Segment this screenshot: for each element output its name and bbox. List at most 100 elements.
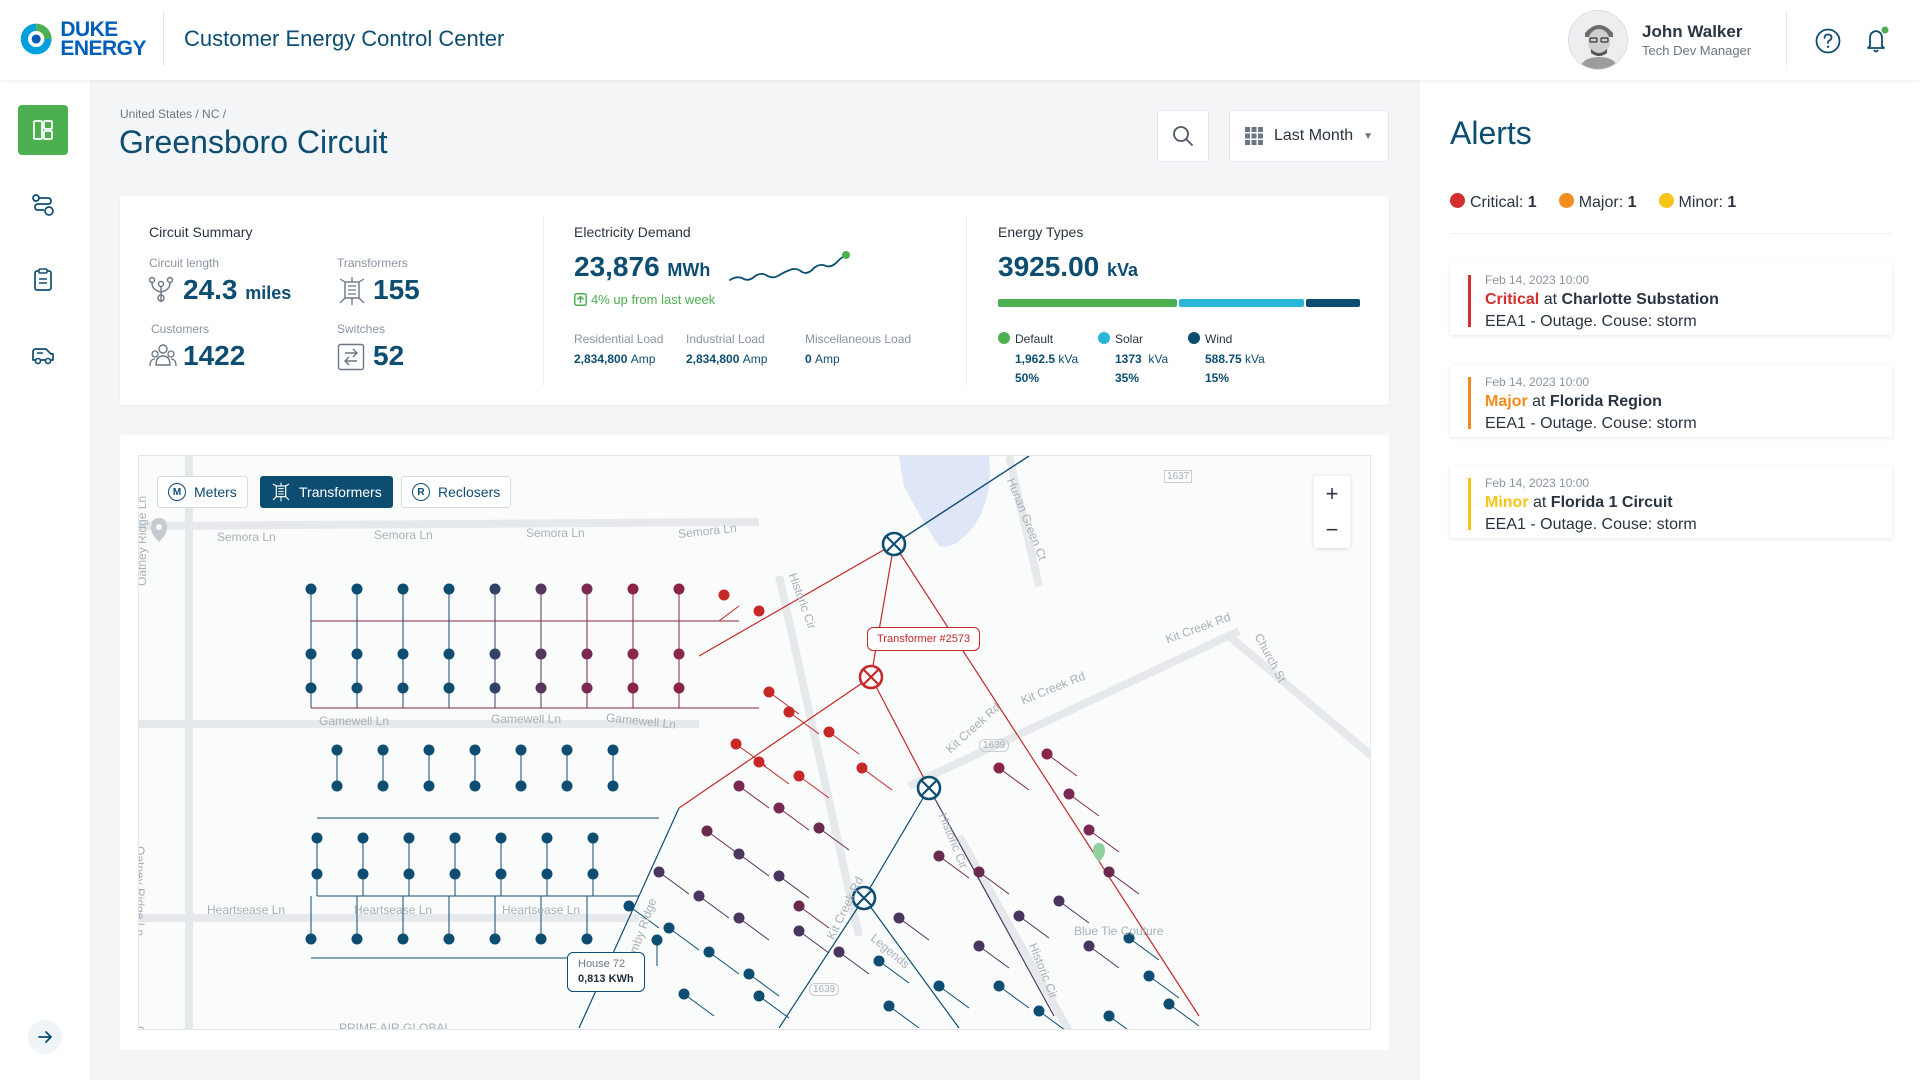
residential-load-label: Residential Load [574,332,664,346]
filter-reclosers-button[interactable]: R Reclosers [401,476,512,508]
transformers-label: Transformers [337,256,408,270]
street-label: Semora Ln [526,526,585,540]
meter-node [357,868,369,880]
meter-node [305,933,317,945]
customers-icon [149,344,177,367]
circuit-map[interactable]: Semora Ln Semora Ln Semora Ln Semora Ln … [138,455,1371,1030]
map-basemap [139,456,1370,1029]
meter-badge-icon: M [168,483,186,501]
meter-node [587,832,599,844]
duke-energy-logo[interactable]: DUKE ENERGY [18,16,146,62]
meter-node [813,822,825,834]
meter-node [793,900,805,912]
header-divider [1786,12,1787,66]
search-button[interactable] [1157,110,1209,162]
meter-node [489,682,501,694]
major-count[interactable]: Major: 1 [1558,193,1637,212]
alert-counts: Critical: 1 Major: 1 Minor: 1 [1450,193,1736,212]
energy-total-value: 3925.00 kVa [998,251,1139,282]
meter-node [623,900,635,912]
street-label: Oatney Ridge Ln [138,846,147,937]
transformer-callout[interactable]: Transformer #2573 [867,627,981,651]
meter-node [733,912,745,924]
alert-heading: Critical at Charlotte Substation [1485,291,1719,308]
customers-value: 1422 [183,340,246,371]
filter-transformers-button[interactable]: Transformers [260,476,393,508]
transformers-value: 155 [373,274,420,305]
energy-mix-bar [998,299,1360,307]
filter-label: Transformers [299,484,382,500]
meter-node [377,780,389,792]
avatar[interactable] [1568,10,1628,70]
meter-node [535,583,547,595]
circuit-summary-title: Circuit Summary [149,224,253,240]
route-marker: 1639 [979,739,1010,752]
meter-node [753,605,765,617]
meter-node [1041,748,1053,760]
summary-card: Circuit Summary Circuit length 24.3 mile… [120,196,1389,405]
meter-node [856,762,868,774]
alert-card-minor[interactable]: Feb 14, 2023 10:00 Minor at Florida 1 Ci… [1450,466,1892,538]
dashboard-icon [33,120,53,140]
meter-node [587,868,599,880]
energy-type-solar: Solar [1098,332,1143,346]
energy-solar-pct: 35% [1115,371,1140,385]
recloser-icon [916,775,942,801]
meter-node [397,583,409,595]
alert-time: Feb 14, 2023 10:00 [1485,476,1590,490]
nav-dashboard[interactable] [18,105,68,155]
alert-description: EEA1 - Outage. Couse: storm [1485,313,1697,330]
period-dropdown[interactable]: Last Month ▼ [1229,110,1389,162]
meter-node [793,925,805,937]
switches-label: Switches [337,322,386,336]
meter-node [357,832,369,844]
industrial-load-label: Industrial Load [686,332,765,346]
switch-icon [337,343,365,371]
meter-node [653,866,665,878]
filter-meters-button[interactable]: M Meters [157,476,248,508]
street-label: Semora Ln [374,528,433,542]
zoom-in-button[interactable]: + [1325,481,1339,506]
critical-count[interactable]: Critical: 1 [1450,193,1537,212]
energy-default-pct: 50% [1015,371,1040,385]
nav-routes[interactable] [18,180,68,230]
alert-card-critical[interactable]: Feb 14, 2023 10:00 Critical at Charlotte… [1450,263,1892,335]
alert-heading: Major at Florida Region [1485,393,1662,410]
help-icon[interactable] [1815,28,1841,54]
meter-node [535,682,547,694]
meter-node [403,868,415,880]
street-label: Heartsease Ln [502,903,581,917]
nav-expand-button[interactable] [28,1020,62,1054]
energy-types-title: Energy Types [998,224,1084,240]
meter-node [489,648,501,660]
meter-node [883,1000,895,1012]
nav-reports[interactable] [18,255,68,305]
meter-node [469,744,481,756]
meter-node [541,868,553,880]
minor-count[interactable]: Minor: 1 [1658,193,1736,212]
bell-icon[interactable] [1864,26,1890,54]
vehicle-icon [32,348,54,365]
filter-label: Reclosers [438,484,501,500]
transformer-icon [272,482,290,502]
meter-node [397,682,409,694]
residential-load-value: 2,834,800 Amp [574,352,656,366]
meter-node [443,648,455,660]
poi-label: PRIME AIR GLOBAL [339,1021,452,1030]
house-callout[interactable]: House 72 0,813 KWh [567,952,645,992]
zoom-out-button[interactable]: − [1325,517,1339,542]
alert-card-major[interactable]: Feb 14, 2023 10:00 Major at Florida Regi… [1450,365,1892,437]
routes-icon [32,194,54,216]
meter-node [693,890,705,902]
avatar-portrait-icon [1569,11,1627,69]
misc-load-value: 0 Amp [805,352,840,366]
logo-mark-icon [20,23,52,55]
meter-node [973,940,985,952]
meter-node [993,980,1005,992]
breadcrumb[interactable]: United States / NC / [120,107,227,121]
alerts-panel: Alerts Critical: 1 Major: 1 Minor: 1 Feb… [1420,80,1920,1080]
meter-node [823,726,835,738]
circuit-lines [310,456,1200,1029]
nav-fleet[interactable] [18,330,68,380]
map-canvas[interactable] [139,456,1371,1030]
